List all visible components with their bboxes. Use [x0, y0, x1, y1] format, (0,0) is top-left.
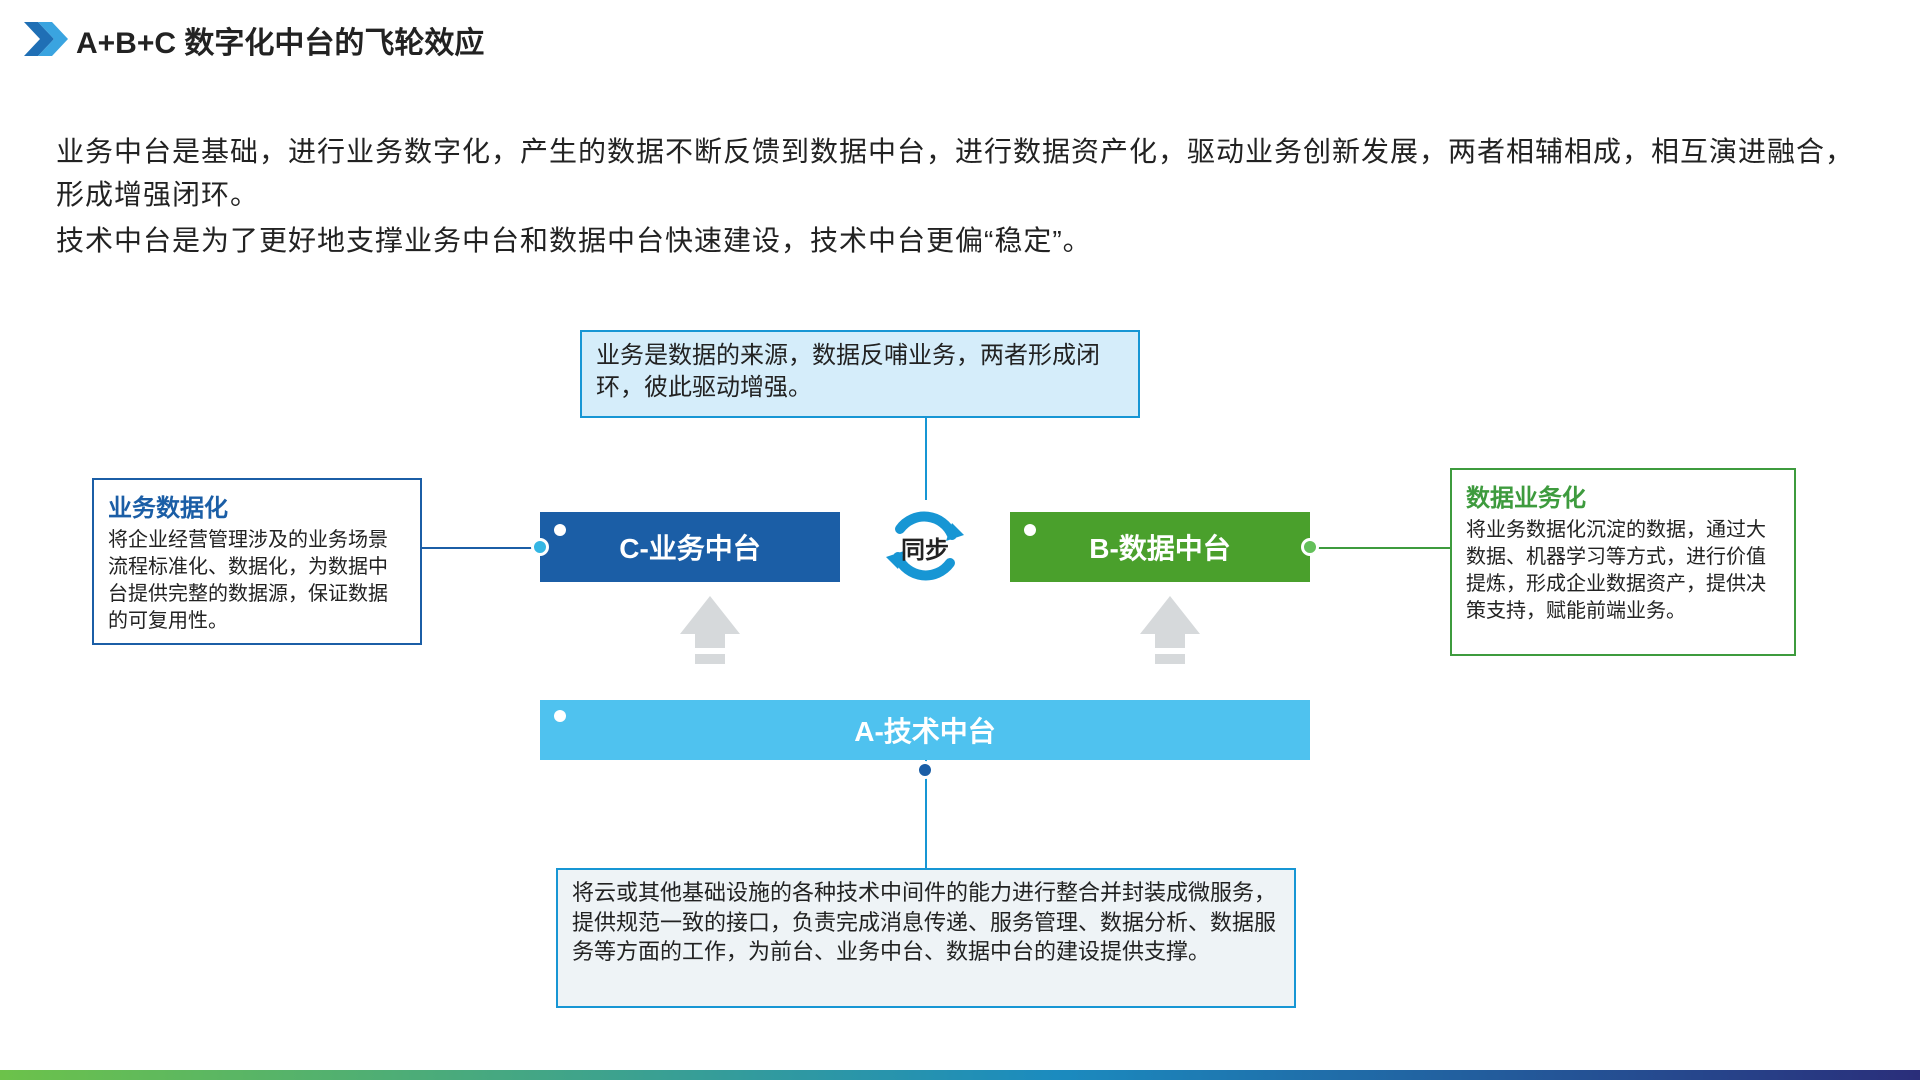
footer-accent-bar: [0, 1070, 1920, 1080]
endpoint-dot-icon: [1301, 538, 1319, 556]
slide-title: A+B+C 数字化中台的飞轮效应: [76, 18, 484, 62]
sync-label: 同步: [901, 530, 949, 565]
connector-right: [1310, 547, 1450, 549]
callout-top: 业务是数据的来源，数据反哺业务，两者形成闭环，彼此驱动增强。: [580, 330, 1140, 418]
connector-left: [422, 547, 540, 549]
callout-top-text: 业务是数据的来源，数据反哺业务，两者形成闭环，彼此驱动增强。: [596, 340, 1124, 405]
up-arrow-icon: [680, 596, 740, 664]
platform-c-business: C-业务中台: [540, 512, 840, 582]
connector-top: [925, 418, 927, 500]
endpoint-dot-icon: [916, 761, 934, 779]
header-chevron-icon: [24, 22, 70, 56]
slide: { "header": { "title": "A+B+C 数字化中台的飞轮效应…: [0, 0, 1920, 1080]
platform-b-data: B-数据中台: [1010, 512, 1310, 582]
platform-b-label: B-数据中台: [1089, 527, 1231, 567]
dot-icon: [554, 524, 566, 536]
callout-left: 业务数据化 将企业经营管理涉及的业务场景流程标准化、数据化，为数据中台提供完整的…: [92, 478, 422, 645]
platform-a-tech: A-技术中台: [540, 700, 1310, 760]
callout-right-title: 数据业务化: [1466, 478, 1780, 513]
callout-right: 数据业务化 将业务数据化沉淀的数据，通过大数据、机器学习等方式，进行价值提炼，形…: [1450, 468, 1796, 656]
callout-right-text: 将业务数据化沉淀的数据，通过大数据、机器学习等方式，进行价值提炼，形成企业数据资…: [1466, 517, 1780, 625]
platform-c-label: C-业务中台: [619, 527, 761, 567]
callout-bottom: 将云或其他基础设施的各种技术中间件的能力进行整合并封装成微服务，提供规范一致的接…: [556, 868, 1296, 1008]
up-arrow-icon: [1140, 596, 1200, 664]
callout-left-title: 业务数据化: [108, 488, 406, 523]
callout-bottom-text: 将云或其他基础设施的各种技术中间件的能力进行整合并封装成微服务，提供规范一致的接…: [572, 878, 1280, 967]
platform-a-label: A-技术中台: [854, 710, 996, 750]
body-p1: 业务中台是基础，进行业务数字化，产生的数据不断反馈到数据中台，进行数据资产化，驱…: [56, 130, 1860, 217]
body-text: 业务中台是基础，进行业务数字化，产生的数据不断反馈到数据中台，进行数据资产化，驱…: [56, 130, 1860, 264]
dot-icon: [554, 710, 566, 722]
endpoint-dot-icon: [531, 538, 549, 556]
callout-left-text: 将企业经营管理涉及的业务场景流程标准化、数据化，为数据中台提供完整的数据源，保证…: [108, 527, 406, 635]
body-p2: 技术中台是为了更好地支撑业务中台和数据中台快速建设，技术中台更偏“稳定”。: [56, 219, 1860, 262]
dot-icon: [1024, 524, 1036, 536]
